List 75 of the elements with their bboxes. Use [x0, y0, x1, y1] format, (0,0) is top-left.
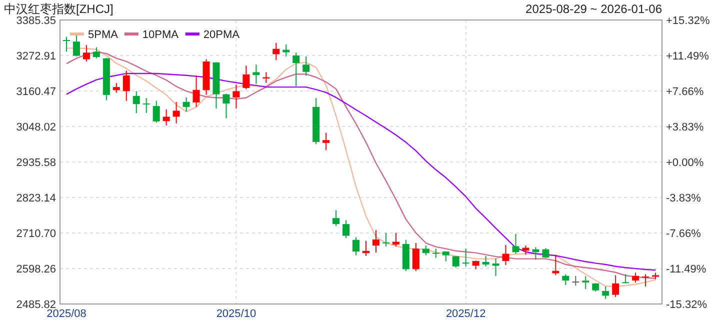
candlestick	[632, 272, 640, 283]
candlestick	[152, 100, 160, 124]
candlestick	[322, 132, 330, 151]
candlestick	[242, 65, 250, 90]
candlestick	[342, 220, 350, 238]
y-tick-label: 3385.35	[16, 14, 56, 27]
candlestick	[572, 275, 580, 286]
y-tick-label: 3048.02	[16, 121, 56, 134]
candlestick	[622, 274, 630, 284]
candlestick	[362, 240, 370, 256]
y2-tick-label: -11.49%	[666, 263, 706, 276]
candlestick	[562, 274, 570, 286]
candlestick	[582, 276, 590, 290]
x-tick-label: 2025/10	[216, 308, 256, 320]
chart-title: 中汉红枣指数[ZHCJ]	[4, 2, 114, 16]
candlestick	[502, 244, 510, 266]
candlestick	[382, 232, 390, 247]
candlestick	[602, 286, 610, 300]
candlestick	[352, 236, 360, 256]
candlestick	[272, 42, 280, 61]
x-tick-label: 2025/12	[446, 308, 486, 320]
candlestick	[122, 70, 130, 102]
candlestick	[112, 82, 120, 94]
y2-tick-label: +0.00%	[666, 156, 704, 169]
candlestick	[452, 255, 460, 268]
y-tick-label: 2710.70	[16, 228, 56, 240]
y-tick-label: 3160.47	[16, 86, 56, 98]
y2-tick-label: -3.83%	[666, 192, 702, 204]
candlestick	[482, 255, 490, 267]
candlestick	[62, 36, 70, 52]
candlestick	[412, 242, 420, 272]
candlestick	[642, 274, 650, 288]
y-tick-label: 3272.91	[16, 50, 56, 62]
chart-subtitle: 2025-08-29 ~ 2026-01-06	[526, 2, 662, 16]
y2-tick-label: +15.32%	[666, 14, 710, 27]
y-tick-label: 2823.14	[16, 192, 56, 204]
y2-tick-label: +3.83%	[666, 121, 704, 134]
candlestick	[552, 254, 560, 276]
candlestick	[332, 210, 340, 226]
candlestick	[432, 248, 440, 258]
candlestick	[292, 52, 300, 87]
y2-tick-label: -15.32%	[666, 298, 708, 311]
candlestick	[142, 98, 150, 114]
legend-label: 10PMA	[142, 28, 180, 41]
y-tick-label: 2935.58	[16, 156, 56, 169]
candlestick	[392, 232, 400, 247]
candlestick	[172, 101, 180, 124]
x-tick-label: 2025/08	[46, 308, 86, 320]
candlestick	[82, 44, 90, 62]
candlestick	[282, 44, 290, 57]
candlestick	[132, 90, 140, 114]
candlestick	[492, 258, 500, 277]
candlestick	[612, 274, 620, 298]
y2-tick-label: +7.66%	[666, 86, 704, 98]
candlestick	[192, 74, 200, 108]
candlestick	[252, 64, 260, 84]
candlestick	[92, 46, 100, 59]
candlestick	[222, 93, 230, 119]
candlestick	[522, 245, 530, 256]
y-tick-label: 2598.26	[16, 263, 56, 276]
candlestick	[72, 34, 80, 57]
candlestick	[422, 245, 430, 256]
candlestick	[182, 96, 190, 112]
legend-label: 5PMA	[88, 28, 119, 41]
candlestick	[442, 250, 450, 262]
candlestick	[512, 233, 520, 254]
legend-label: 20PMA	[203, 28, 240, 41]
y2-tick-label: +11.49%	[666, 50, 710, 62]
candlestick	[302, 56, 310, 76]
candlestick	[542, 248, 550, 258]
candlestick	[462, 248, 470, 267]
y2-tick-label: -7.66%	[666, 228, 702, 240]
candlestick	[162, 108, 170, 126]
candlestick	[372, 230, 380, 253]
candlestick	[232, 84, 240, 110]
